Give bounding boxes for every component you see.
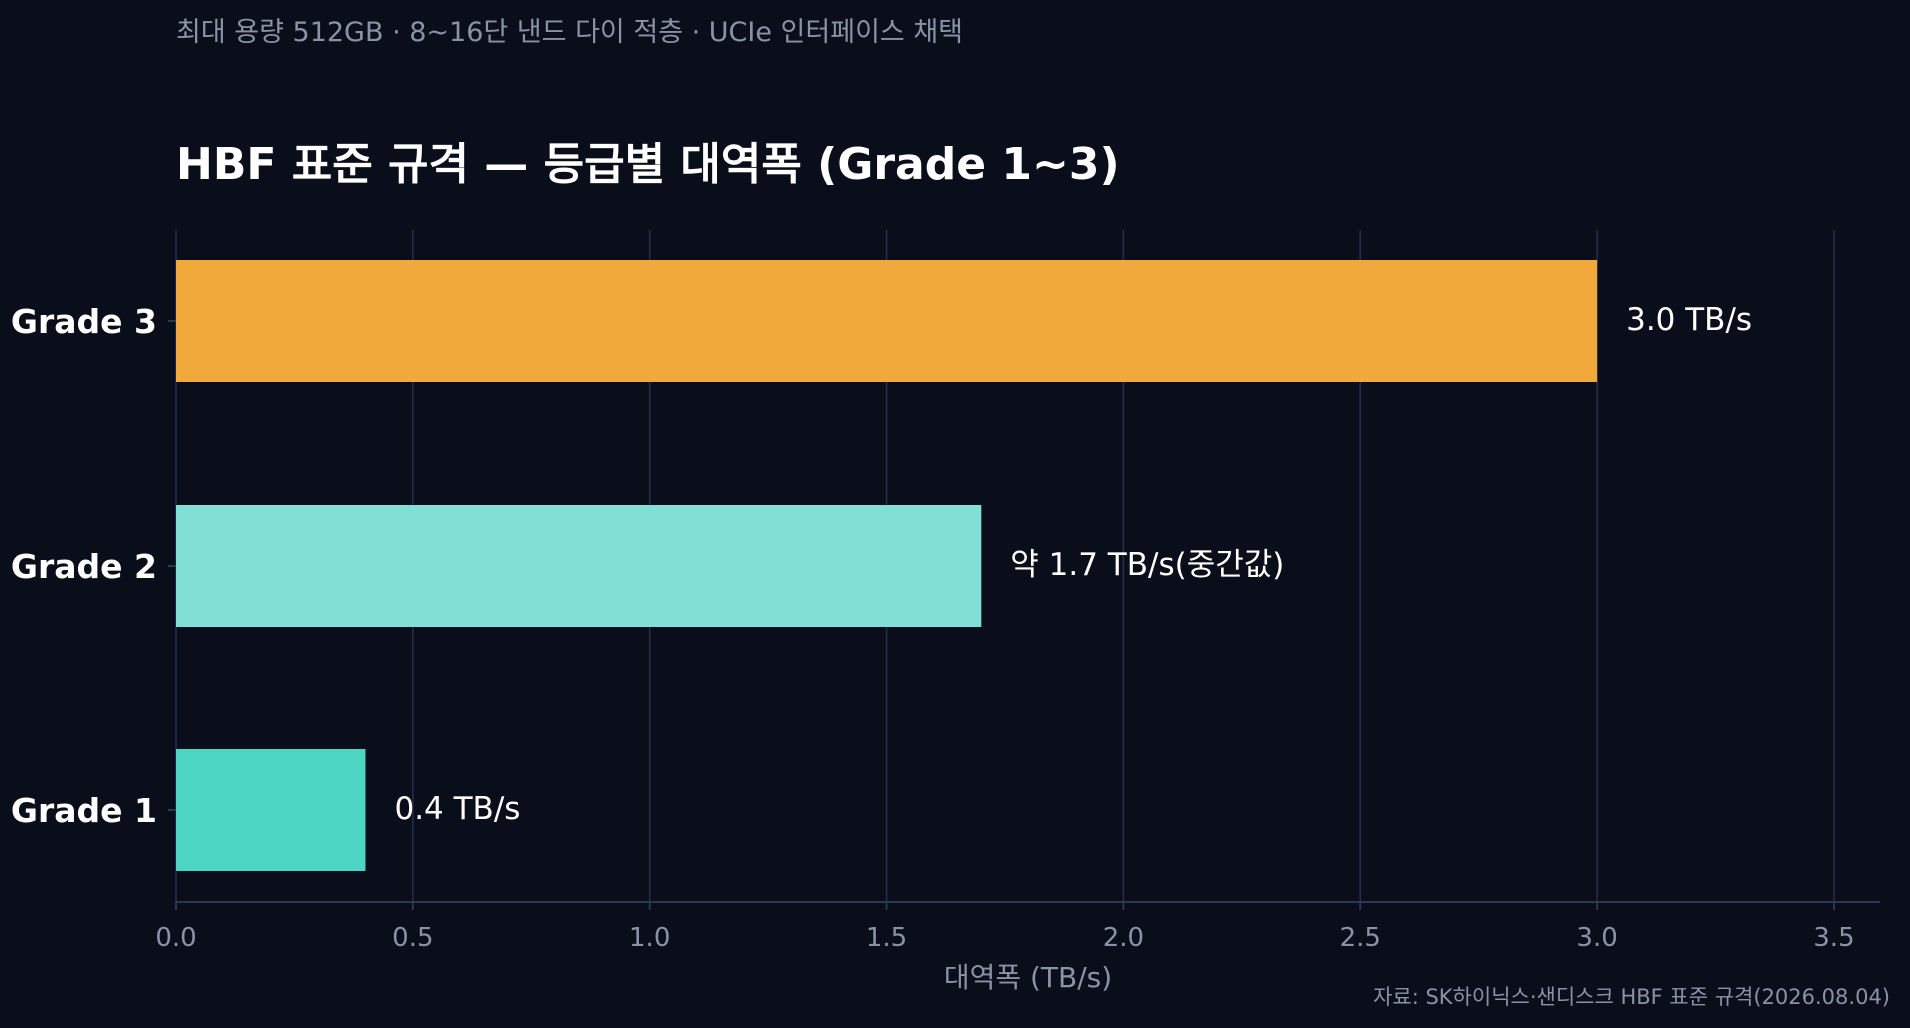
data-label: 0.4 TB/s: [394, 791, 520, 827]
chart-subtitle: 최대 용량 512GB · 8~16단 낸드 다이 적층 · UCIe 인터페이…: [176, 17, 963, 48]
source-note: 자료: SK하이닉스·샌디스크 HBF 표준 규격(2026.08.04): [1373, 985, 1890, 1009]
x-tick-label: 1.5: [866, 923, 907, 953]
y-tick-label: Grade 1: [11, 791, 157, 830]
bar-grade-2: [176, 505, 982, 627]
bars: [176, 260, 1598, 871]
data-label: 약 1.7 TB/s(중간값): [1010, 547, 1284, 583]
x-tick-label: 3.0: [1576, 923, 1617, 953]
x-tick-label: 2.0: [1103, 923, 1144, 953]
x-tick-label: 2.5: [1340, 923, 1381, 953]
x-axis-ticks: 0.0 0.5 1.0 1.5 2.0 2.5 3.0 3.5: [155, 902, 1855, 953]
y-axis-labels: Grade 3 Grade 2 Grade 1: [11, 302, 176, 830]
y-tick-label: Grade 2: [11, 547, 157, 586]
chart-title: HBF 표준 규격 — 등급별 대역폭 (Grade 1~3): [176, 139, 1120, 190]
x-tick-label: 0.5: [392, 923, 433, 953]
bar-grade-3: [176, 260, 1598, 382]
data-labels: 3.0 TB/s 약 1.7 TB/s(중간값) 0.4 TB/s: [394, 302, 1752, 827]
x-axis-label: 대역폭 (TB/s): [944, 961, 1112, 994]
x-tick-label: 1.0: [629, 923, 670, 953]
x-tick-label: 3.5: [1813, 923, 1854, 953]
y-tick-label: Grade 3: [11, 302, 157, 341]
data-label: 3.0 TB/s: [1626, 302, 1752, 338]
bar-grade-1: [176, 749, 366, 871]
x-tick-label: 0.0: [155, 923, 196, 953]
